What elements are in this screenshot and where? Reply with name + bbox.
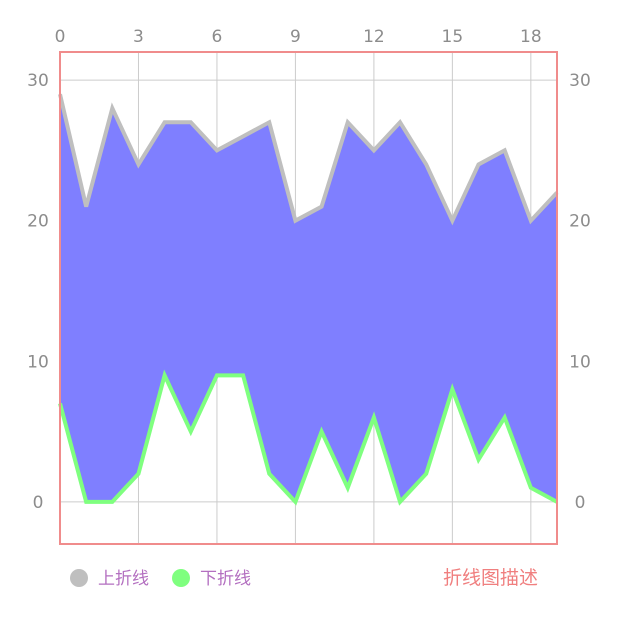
area-fill	[60, 94, 557, 502]
x-tick-label: 3	[133, 27, 144, 47]
y-tick-label-left: 20	[27, 212, 49, 232]
x-tick-label: 18	[520, 27, 542, 47]
x-tick-label: 12	[363, 27, 385, 47]
y-tick-label-left: 0	[33, 493, 44, 513]
y-tick-label-right: 10	[569, 352, 591, 372]
plot-border	[59, 51, 558, 545]
x-tick-label: 9	[290, 27, 301, 47]
legend-label: 上折线	[98, 569, 149, 589]
chart-description: 折线图描述	[443, 567, 538, 589]
y-tick-label-left: 10	[27, 352, 49, 372]
fill-between-area	[60, 94, 557, 502]
x-tick-label: 15	[442, 27, 464, 47]
legend: 上折线 下折线	[70, 569, 251, 589]
y-tick-label-right: 0	[575, 493, 586, 513]
y-tick-label-right: 30	[569, 71, 591, 91]
legend-marker	[70, 569, 88, 587]
legend-marker	[172, 569, 190, 587]
x-tick-label: 6	[212, 27, 223, 47]
series-lines	[58, 93, 559, 506]
x-tick-label: 0	[55, 27, 66, 47]
y-tick-label-right: 20	[569, 212, 591, 232]
y-tick-label-left: 30	[27, 71, 49, 91]
series-line-upper	[58, 93, 559, 226]
legend-label: 下折线	[200, 569, 251, 589]
tick-labels: 0 3 6 9 12 15 18 0 0 10 10 20 20 30 30	[27, 27, 591, 513]
series-line-lower	[58, 369, 558, 506]
